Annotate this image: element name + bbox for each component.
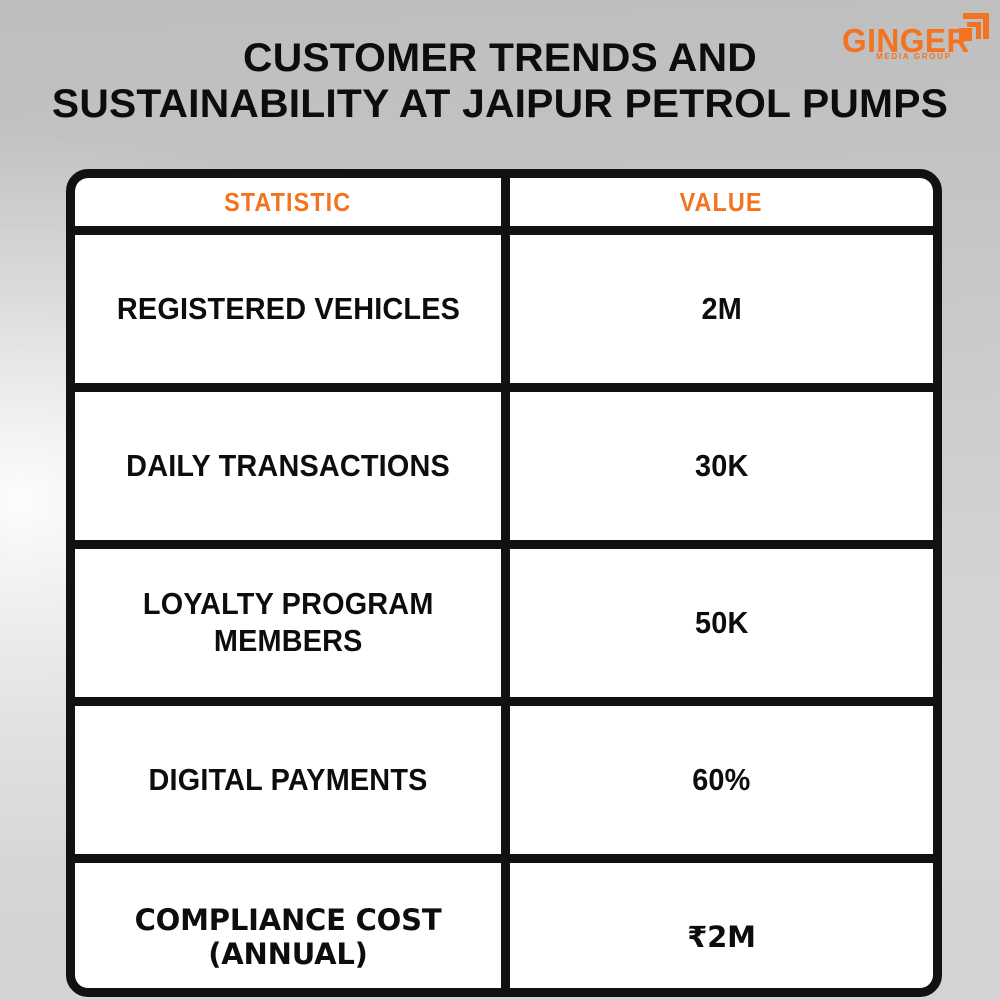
statistic-label: COMPLIANCE COST (ANNUAL) [135, 903, 442, 971]
table-cell-statistic: COMPLIANCE COST (ANNUAL) [75, 863, 501, 988]
table-row: DAILY TRANSACTIONS 30K [75, 392, 933, 549]
table-cell-value: 2M [501, 235, 933, 383]
table-row: DIGITAL PAYMENTS 60% [75, 706, 933, 863]
table-row: LOYALTY PROGRAM MEMBERS 50K [75, 549, 933, 706]
value-label: ₹2M [687, 919, 756, 954]
value-label: 2M [701, 290, 742, 326]
table-cell-statistic: LOYALTY PROGRAM MEMBERS [75, 549, 501, 697]
column-header-statistic: STATISTIC [75, 178, 501, 226]
page-title: CUSTOMER TRENDS AND SUSTAINABILITY AT JA… [0, 36, 1000, 127]
value-label: 60% [692, 761, 751, 797]
table-cell-statistic: DAILY TRANSACTIONS [75, 392, 501, 540]
statistic-label: LOYALTY PROGRAM MEMBERS [143, 586, 434, 659]
logo-tagline: MEDIA GROUP [876, 52, 952, 61]
table-cell-value: 60% [501, 706, 933, 854]
page-title-line-1: CUSTOMER TRENDS AND [243, 36, 757, 80]
statistics-table: STATISTIC VALUE REGISTERED VEHICLES 2M D… [66, 169, 942, 997]
statistic-label-line-1: LOYALTY PROGRAM [142, 586, 434, 622]
table-cell-statistic: REGISTERED VEHICLES [75, 235, 501, 383]
statistic-label-line-2: MEMBERS [213, 623, 363, 658]
table-row: COMPLIANCE COST (ANNUAL) ₹2M [75, 863, 933, 988]
value-label: 30K [694, 447, 749, 483]
table-cell-statistic: DIGITAL PAYMENTS [75, 706, 501, 854]
table-cell-value: 30K [501, 392, 933, 540]
logo-wordmark: GINGER [842, 22, 970, 59]
table-cell-value: 50K [501, 549, 933, 697]
statistic-label: DAILY TRANSACTIONS [126, 447, 450, 483]
ginger-media-group-logo: GINGER MEDIA GROUP [842, 10, 994, 68]
statistic-label: DIGITAL PAYMENTS [148, 761, 428, 797]
table-row: REGISTERED VEHICLES 2M [75, 235, 933, 392]
column-header-value-label: VALUE [680, 186, 763, 217]
value-label: 50K [694, 604, 749, 640]
page-title-line-2: SUSTAINABILITY AT JAIPUR PETROL PUMPS [51, 81, 949, 126]
statistic-label-line-1: COMPLIANCE COST [134, 902, 442, 937]
table-header-row: STATISTIC VALUE [75, 178, 933, 235]
column-header-statistic-label: STATISTIC [224, 186, 352, 217]
column-header-value: VALUE [501, 178, 933, 226]
statistic-label-line-2: (ANNUAL) [208, 937, 368, 971]
statistic-label: REGISTERED VEHICLES [116, 290, 460, 326]
nested-squares-icon [957, 10, 991, 42]
table-cell-value: ₹2M [501, 863, 933, 988]
